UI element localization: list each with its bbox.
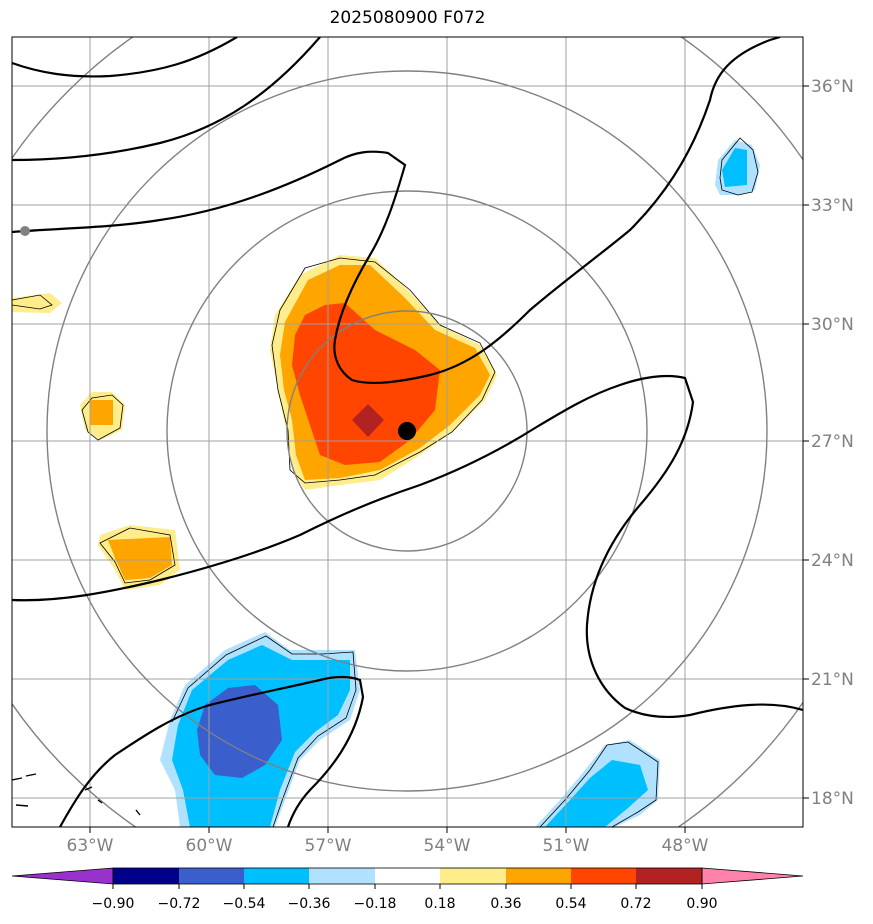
negative-anomaly-shading <box>160 140 760 827</box>
secondary-point-marker <box>20 226 30 236</box>
colorbar: −0.90 −0.72 −0.54 −0.36 −0.18 0.18 0.36 … <box>11 867 804 912</box>
lon-label: 60°W <box>186 836 233 856</box>
anomaly-boundary-contours <box>12 137 759 827</box>
height-contours <box>12 37 803 827</box>
lat-label: 27°N <box>811 432 854 452</box>
axis-ticks <box>89 85 809 833</box>
lat-label: 18°N <box>811 789 854 809</box>
colorbar-tick-label: −0.54 <box>223 896 266 912</box>
lon-label: 63°W <box>67 836 114 856</box>
colorbar-bin <box>113 868 179 884</box>
lon-label: 54°W <box>424 836 471 856</box>
anomaly-region-se-level2 <box>545 760 648 827</box>
height-contour-1 <box>12 37 238 78</box>
lat-label: 36°N <box>811 77 854 97</box>
lon-labels: 63°W 60°W 57°W 54°W 51°W 48°W <box>67 836 709 856</box>
map-frame <box>11 36 804 828</box>
map-title: 2025080900 F072 <box>329 8 486 28</box>
colorbar-extend-min <box>11 867 114 885</box>
storm-center-marker <box>398 422 416 440</box>
height-contour-3 <box>12 37 781 385</box>
colorbar-tick-label: 0.54 <box>555 896 586 912</box>
colorbar-bin <box>244 868 309 884</box>
height-contour-2 <box>12 37 321 162</box>
colorbar-tick-label: 0.72 <box>620 896 651 912</box>
colorbar-tick-label: −0.72 <box>158 896 201 912</box>
colorbar-tick-label: −0.18 <box>354 896 397 912</box>
colorbar-bin <box>571 868 636 884</box>
lon-label: 48°W <box>662 836 709 856</box>
height-contour-5 <box>59 675 365 827</box>
height-contour-4 <box>12 374 803 719</box>
range-ring-3deg <box>286 310 528 552</box>
colorbar-tick-label: 0.36 <box>490 896 521 912</box>
colorbar-tick-label: −0.90 <box>92 896 135 912</box>
anomaly-region-main-level4 <box>352 404 384 437</box>
anomaly-region-sw-level2 <box>108 537 172 580</box>
colorbar-bin <box>375 868 440 884</box>
colorbar-tick-label: −0.36 <box>288 896 331 912</box>
lat-labels: 36°N 33°N 30°N 27°N 24°N 21°N 18°N <box>811 77 854 809</box>
colorbar-bin <box>309 868 375 884</box>
positive-anomaly-shading <box>12 255 497 590</box>
lat-label: 24°N <box>811 551 854 571</box>
lat-label: 30°N <box>811 315 854 335</box>
range-ring-6deg <box>166 190 648 672</box>
anomaly-region-edge-level1 <box>12 293 62 313</box>
lon-label: 51°W <box>543 836 590 856</box>
colorbar-tick-label: 0.18 <box>424 896 455 912</box>
colorbar-tick-label: 0.90 <box>686 896 717 912</box>
range-ring-9deg <box>46 70 768 792</box>
colorbar-bin <box>506 868 571 884</box>
coastlines <box>12 773 141 816</box>
colorbar-bin <box>636 868 702 884</box>
anomaly-region-south-level3 <box>197 685 282 778</box>
colorbar-bin <box>179 868 244 884</box>
anomaly-region-west-level2 <box>90 400 113 425</box>
graticule <box>12 37 803 827</box>
lat-label: 33°N <box>811 196 854 216</box>
lat-label: 21°N <box>811 670 854 690</box>
colorbar-extend-max <box>701 867 804 885</box>
anomaly-region-ne-level2 <box>722 148 747 187</box>
lon-label: 57°W <box>305 836 352 856</box>
colorbar-bin <box>440 868 506 884</box>
